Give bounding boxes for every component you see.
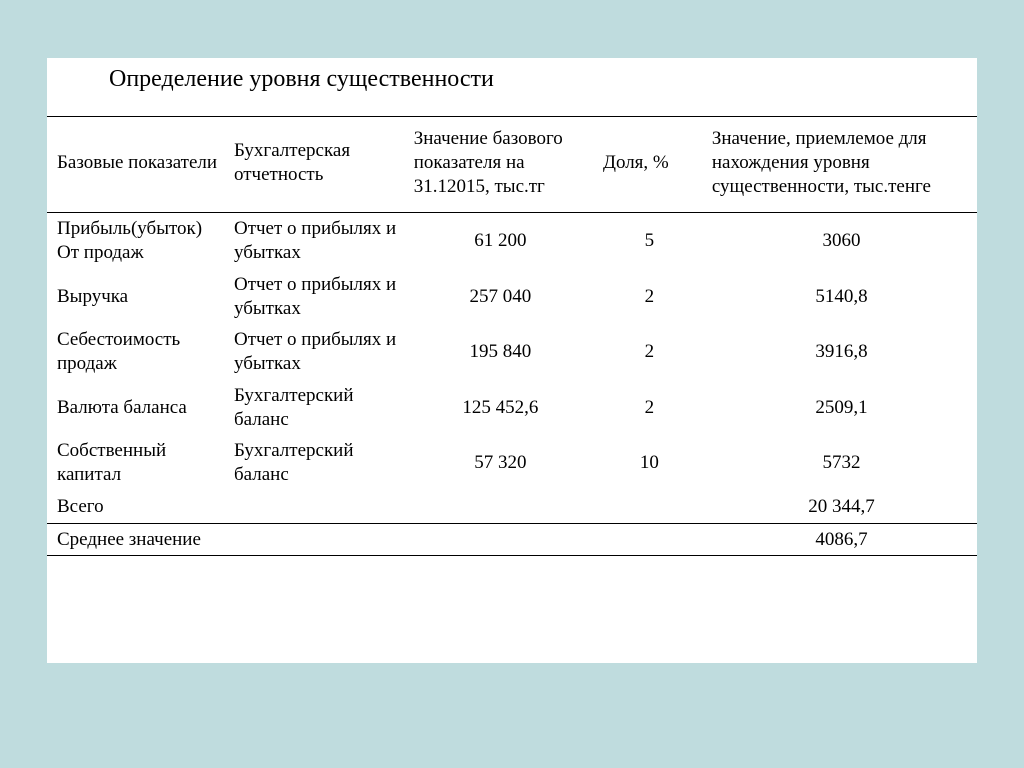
cell-base: Себестоимость продаж bbox=[47, 324, 224, 380]
cell-base: Прибыль(убыток) От продаж bbox=[47, 213, 224, 269]
cell-base: Валюта баланса bbox=[47, 380, 224, 436]
cell-value: 195 840 bbox=[404, 324, 593, 380]
average-value: 4086,7 bbox=[702, 523, 977, 556]
cell-accept: 3060 bbox=[702, 213, 977, 269]
table-row: Прибыль(убыток) От продаж Отчет о прибыл… bbox=[47, 213, 977, 269]
col-header-base: Базовые показатели bbox=[47, 117, 224, 213]
cell-value: 61 200 bbox=[404, 213, 593, 269]
col-header-share: Доля, % bbox=[593, 117, 702, 213]
cell-accept: 3916,8 bbox=[702, 324, 977, 380]
cell-value: 57 320 bbox=[404, 435, 593, 491]
table-total-row: Всего 20 344,7 bbox=[47, 491, 977, 523]
table-row: Собственный капитал Бухгалтерский баланс… bbox=[47, 435, 977, 491]
cell-report: Отчет о прибылях и убытках bbox=[224, 324, 404, 380]
cell-report: Отчет о прибылях и убытках bbox=[224, 213, 404, 269]
cell-share: 5 bbox=[593, 213, 702, 269]
col-header-value: Значение базового показателя на 31.12015… bbox=[404, 117, 593, 213]
table-header-row: Базовые показатели Бухгалтерская отчетно… bbox=[47, 117, 977, 213]
cell-report: Отчет о прибылях и убытках bbox=[224, 269, 404, 325]
cell-accept: 5140,8 bbox=[702, 269, 977, 325]
cell-share: 2 bbox=[593, 380, 702, 436]
cell-share: 2 bbox=[593, 269, 702, 325]
cell-value: 125 452,6 bbox=[404, 380, 593, 436]
table-row: Выручка Отчет о прибылях и убытках 257 0… bbox=[47, 269, 977, 325]
table-row: Валюта баланса Бухгалтерский баланс 125 … bbox=[47, 380, 977, 436]
cell-report: Бухгалтерский баланс bbox=[224, 380, 404, 436]
col-header-accept: Значение, приемлемое для нахождения уров… bbox=[702, 117, 977, 213]
total-value: 20 344,7 bbox=[702, 491, 977, 523]
average-label: Среднее значение bbox=[47, 523, 224, 556]
document-page: Определение уровня существенности Базовы… bbox=[47, 58, 977, 663]
total-label: Всего bbox=[47, 491, 224, 523]
materiality-table: Базовые показатели Бухгалтерская отчетно… bbox=[47, 116, 977, 556]
cell-base: Собственный капитал bbox=[47, 435, 224, 491]
cell-accept: 2509,1 bbox=[702, 380, 977, 436]
table-average-row: Среднее значение 4086,7 bbox=[47, 523, 977, 556]
cell-report: Бухгалтерский баланс bbox=[224, 435, 404, 491]
cell-share: 10 bbox=[593, 435, 702, 491]
col-header-report: Бухгалтерская отчетность bbox=[224, 117, 404, 213]
page-title: Определение уровня существенности bbox=[109, 66, 494, 93]
cell-base: Выручка bbox=[47, 269, 224, 325]
cell-value: 257 040 bbox=[404, 269, 593, 325]
cell-accept: 5732 bbox=[702, 435, 977, 491]
cell-share: 2 bbox=[593, 324, 702, 380]
table-row: Себестоимость продаж Отчет о прибылях и … bbox=[47, 324, 977, 380]
